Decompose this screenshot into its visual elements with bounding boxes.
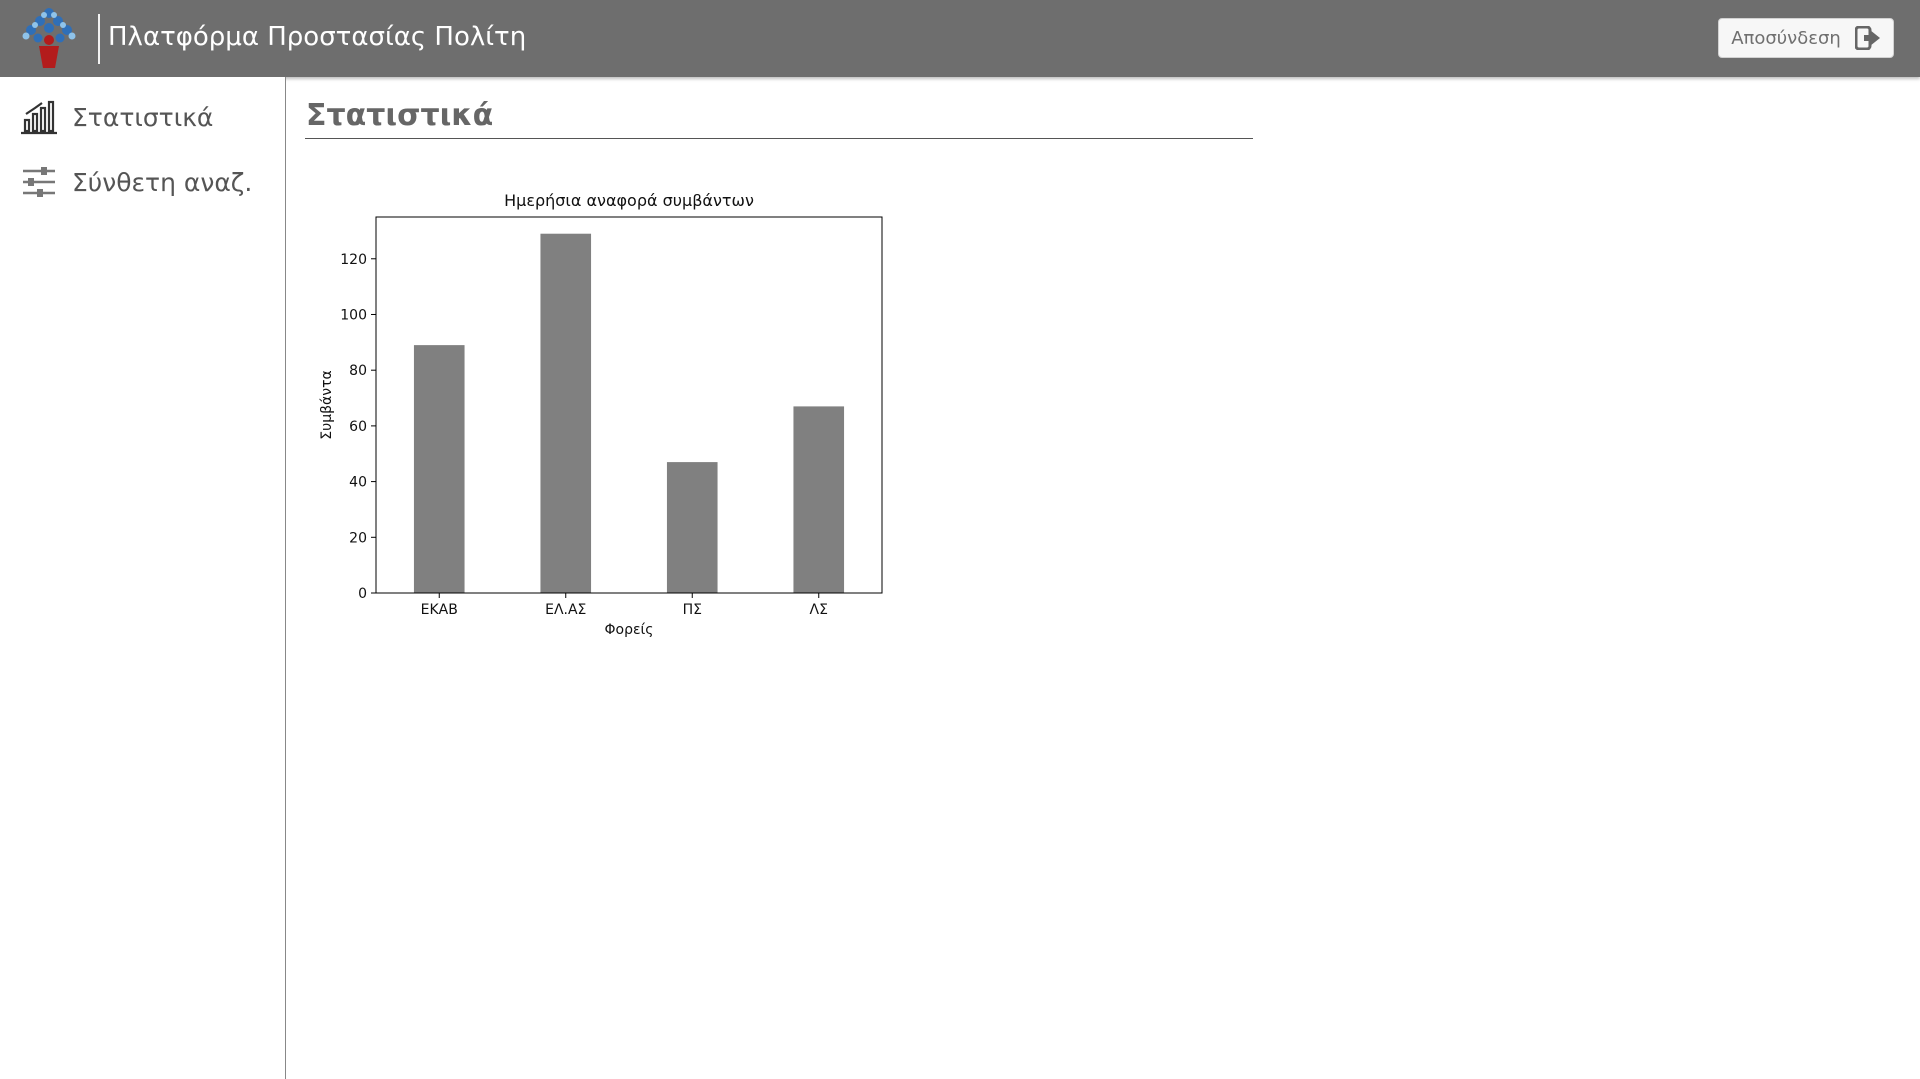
chart-icon — [21, 100, 57, 135]
logout-label: Αποσύνδεση — [1731, 27, 1841, 49]
x-tick-label: ΕΚΑΒ — [421, 602, 458, 618]
y-tick-label: 0 — [358, 586, 367, 602]
app-title: Πλατφόρμα Προστασίας Πολίτη — [108, 22, 527, 52]
page-title: Στατιστικά — [306, 98, 494, 133]
logo-icon — [22, 8, 76, 68]
sidebar-item-advanced-search[interactable]: Σύνθετη αναζ. — [20, 164, 252, 200]
sign-out-icon — [1854, 26, 1880, 50]
logout-button[interactable]: Αποσύνδεση — [1718, 18, 1894, 58]
y-tick-label: 80 — [349, 363, 367, 379]
y-axis-label: Συμβάντα — [319, 370, 335, 440]
bar-chart: 0 20 40 60 80 100 120 ΕΚΑΒ ΕΛ.ΑΣ ΠΣ ΛΣ Ημερήσια ανα… — [319, 191, 883, 638]
sidebar-item-label: Σύνθετη αναζ. — [72, 167, 253, 197]
y-tick-label: 20 — [349, 530, 367, 546]
y-tick-label: 100 — [340, 307, 367, 323]
top-header: Πλατφόρμα Προστασίας Πολίτη Αποσύνδεση — [0, 0, 1920, 77]
chart-bar — [666, 462, 718, 593]
sidebar-item-statistics[interactable]: Στατιστικά — [20, 99, 213, 135]
sliders-icon — [23, 167, 55, 197]
chart-bar — [793, 406, 845, 593]
chart-title: Ημερήσια αναφορά συμβάντων — [504, 191, 754, 210]
x-tick-label: ΕΛ.ΑΣ — [545, 602, 586, 618]
sidebar: Στατιστικά Σύνθετη αναζ. — [0, 77, 286, 1079]
title-divider — [305, 138, 1253, 139]
header-divider — [98, 14, 100, 64]
plot-frame — [375, 216, 883, 594]
x-tick-label: ΛΣ — [810, 602, 828, 618]
x-axis-label: Φορείς — [605, 622, 654, 638]
y-tick-label: 40 — [349, 475, 367, 491]
chart-bar — [413, 345, 465, 593]
chart-bar — [540, 233, 592, 593]
y-tick-label: 60 — [349, 419, 367, 435]
x-tick-label: ΠΣ — [683, 602, 702, 618]
y-tick-label: 120 — [340, 252, 367, 268]
sidebar-item-label: Στατιστικά — [72, 102, 214, 132]
